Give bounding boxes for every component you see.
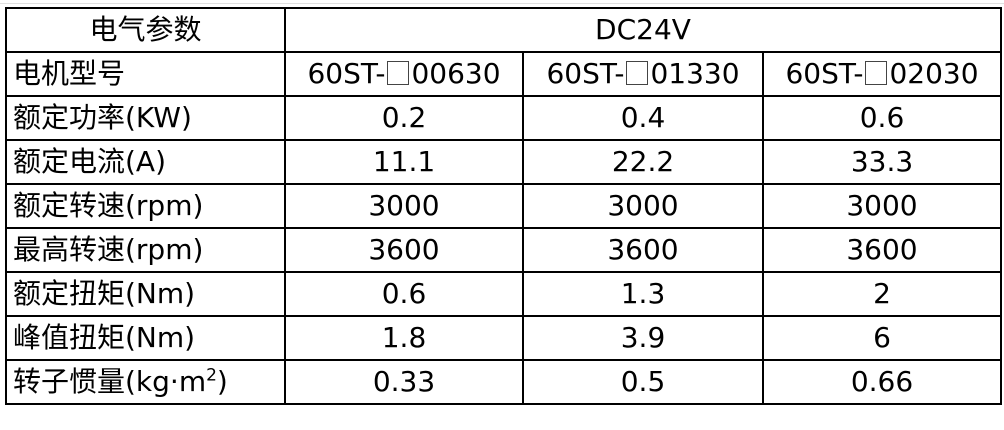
value-cell: 33.3 [762,139,1002,185]
row-label: 额定电流(A) [5,139,286,185]
placeholder-box-icon [626,61,649,85]
spec-row: 最高转速(rpm) 3600 3600 3600 [5,227,1002,273]
value-cell: 0.5 [522,359,764,405]
voltage-header: DC24V [284,7,1002,53]
value-cell: 6 [762,315,1002,361]
model-cell: 60ST- 01330 [522,51,764,97]
label-text: 转子惯量(kg·m [13,365,207,398]
value-cell: 3000 [522,183,764,229]
spec-row: 峰值扭矩(Nm) 1.8 3.9 6 [5,315,1002,361]
spec-row: 额定扭矩(Nm) 0.6 1.3 2 [5,271,1002,317]
value-cell: 22.2 [522,139,764,185]
row-label: 最高转速(rpm) [5,227,286,273]
header-row: 电气参数 DC24V [5,7,1002,53]
value-cell: 0.33 [284,359,524,405]
model-cell: 60ST- 00630 [284,51,524,97]
row-label: 额定功率(KW) [5,95,286,141]
header-label: 电气参数 [5,7,286,53]
value-cell: 0.66 [762,359,1002,405]
label-close: ) [216,365,228,398]
model-suffix: 02030 [889,57,979,90]
value-cell: 1.8 [284,315,524,361]
value-cell: 2 [762,271,1002,317]
superscript: 2 [206,365,217,386]
model-prefix: 60ST- [307,57,386,90]
row-label: 电机型号 [5,51,286,97]
value-cell: 3600 [762,227,1002,273]
row-label: 转子惯量(kg·m2) [5,359,286,405]
spec-row: 额定电流(A) 11.1 22.2 33.3 [5,139,1002,185]
placeholder-box-icon [387,61,410,85]
value-cell: 3600 [284,227,524,273]
spec-row: 额定转速(rpm) 3000 3000 3000 [5,183,1002,229]
row-label: 额定扭矩(Nm) [5,271,286,317]
value-cell: 11.1 [284,139,524,185]
value-cell: 3000 [762,183,1002,229]
value-cell: 1.3 [522,271,764,317]
value-cell: 3600 [522,227,764,273]
value-cell: 3000 [284,183,524,229]
inertia-row: 转子惯量(kg·m2) 0.33 0.5 0.66 [5,359,1002,405]
model-prefix: 60ST- [785,57,864,90]
model-suffix: 01330 [650,57,740,90]
model-prefix: 60ST- [546,57,625,90]
model-cell: 60ST- 02030 [762,51,1002,97]
value-cell: 0.6 [284,271,524,317]
row-label: 峰值扭矩(Nm) [5,315,286,361]
value-cell: 0.6 [762,95,1002,141]
value-cell: 3.9 [522,315,764,361]
value-cell: 0.2 [284,95,524,141]
placeholder-box-icon [865,61,888,85]
model-suffix: 00630 [411,57,501,90]
value-cell: 0.4 [522,95,764,141]
row-label: 额定转速(rpm) [5,183,286,229]
model-row: 电机型号 60ST- 00630 60ST- 01330 60ST- 02030 [5,51,1002,97]
spec-row: 额定功率(KW) 0.2 0.4 0.6 [5,95,1002,141]
motor-spec-table: 电气参数 DC24V 电机型号 60ST- 00630 60ST- 01330 60… [5,7,1002,405]
